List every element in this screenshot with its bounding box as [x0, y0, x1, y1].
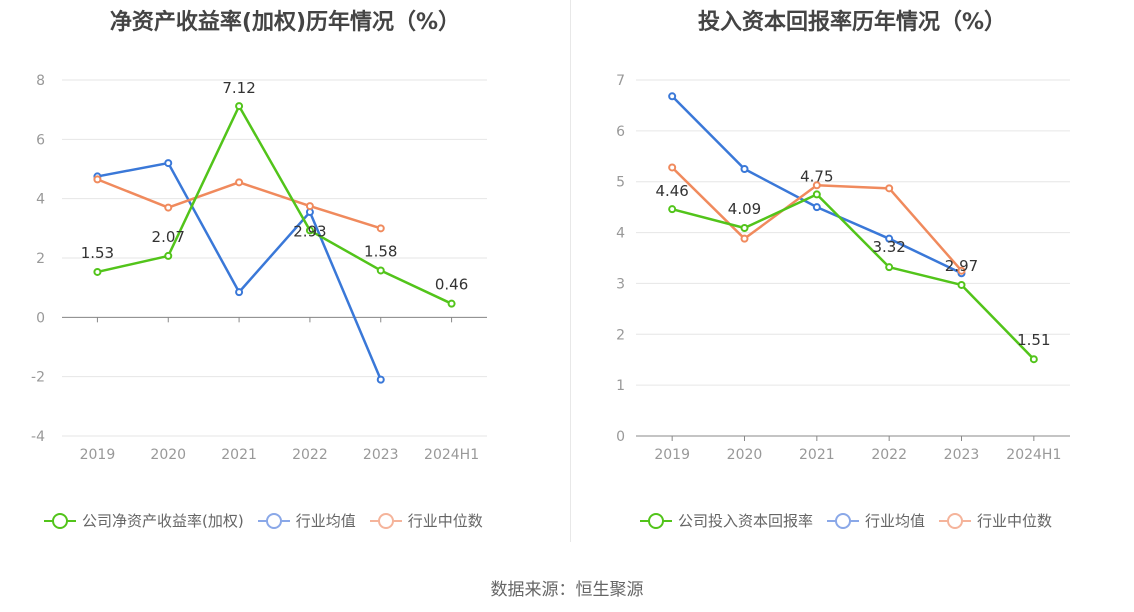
data-point-company[interactable] — [740, 223, 749, 232]
data-point-company[interactable] — [235, 102, 244, 111]
data-label: 4.75 — [800, 167, 833, 185]
x-tick-label: 2022 — [871, 447, 907, 463]
data-label: 2.97 — [945, 257, 978, 275]
x-tick-label: 2019 — [654, 447, 690, 463]
data-label: 7.12 — [222, 79, 255, 97]
legend-label: 行业中位数 — [977, 512, 1053, 530]
data-point-median[interactable] — [885, 184, 894, 193]
data-point-avg[interactable] — [376, 375, 385, 384]
data-point-avg[interactable] — [885, 234, 894, 243]
x-tick-label: 2021 — [799, 447, 835, 463]
y-tick-label: 4 — [616, 226, 625, 242]
data-point-median[interactable] — [305, 202, 314, 211]
data-point-company[interactable] — [93, 267, 102, 276]
data-label: 4.46 — [655, 182, 688, 200]
legend-roic: 公司投入资本回报率 行业均值 行业中位数 — [640, 510, 1052, 531]
legend-item-median[interactable]: 行业中位数 — [939, 510, 1052, 531]
data-label: 3.32 — [872, 238, 905, 256]
y-tick-label: 2 — [36, 251, 45, 267]
series-line-median — [96, 178, 382, 230]
x-tick-label: 2021 — [221, 447, 257, 463]
legend-line-circle-icon — [939, 512, 972, 529]
y-tick-label: 2 — [616, 327, 625, 343]
series-line-company — [97, 104, 453, 305]
x-tick-label: 2024H1 — [1006, 447, 1061, 463]
data-source: 数据来源：恒生聚源 — [490, 580, 644, 600]
chart-title-roic: 投入资本回报率历年情况（%） — [697, 10, 1007, 35]
legend-line-circle-icon — [257, 512, 290, 529]
legend-item-avg[interactable]: 行业均值 — [827, 510, 925, 531]
data-label: 0.46 — [435, 276, 468, 294]
legend-label: 行业中位数 — [407, 512, 483, 530]
legend-item-avg[interactable]: 行业均值 — [257, 510, 356, 531]
data-point-median[interactable] — [235, 178, 244, 187]
x-tick-label: 2019 — [80, 447, 116, 463]
data-point-company[interactable] — [885, 263, 894, 272]
y-tick-label: 4 — [36, 192, 45, 208]
y-tick-label: 0 — [36, 310, 45, 326]
roic-chart: 7 6 5 4 3 2 1 0 2019 2020 2021 2022 2023 2024H1 4.46 4.… — [616, 73, 1070, 463]
data-point-avg[interactable] — [668, 92, 677, 101]
data-point-median[interactable] — [812, 181, 821, 190]
y-tick-label: 5 — [616, 175, 625, 191]
legend-item-median[interactable]: 行业中位数 — [369, 510, 483, 531]
data-point-company[interactable] — [447, 299, 456, 308]
data-point-company[interactable] — [812, 190, 821, 199]
data-label: 1.51 — [1017, 331, 1050, 349]
legend-label: 行业均值 — [295, 512, 356, 530]
legend-label: 公司投入资本回报率 — [678, 512, 814, 530]
data-point-company[interactable] — [305, 226, 314, 235]
legend-line-circle-icon — [827, 512, 860, 529]
y-tick-label: -2 — [31, 370, 45, 386]
legend-line-circle-icon — [44, 512, 76, 529]
panel-divider — [570, 0, 571, 542]
x-tick-label: 2022 — [292, 447, 328, 463]
data-point-company[interactable] — [668, 205, 677, 214]
data-point-avg[interactable] — [812, 203, 821, 212]
data-point-median[interactable] — [376, 224, 385, 233]
y-tick-label: 0 — [616, 429, 625, 445]
y-tick-label: 1 — [616, 378, 625, 394]
legend-roe: 公司净资产收益率(加权) 行业均值 行业中位数 — [44, 510, 483, 531]
data-point-company[interactable] — [164, 251, 173, 260]
x-tick-label: 2023 — [363, 447, 399, 463]
legend-line-circle-icon — [640, 512, 672, 529]
x-tick-label: 2024H1 — [424, 447, 479, 463]
data-label: 1.53 — [81, 244, 114, 262]
y-tick-label: 6 — [616, 124, 625, 140]
series-line-company — [671, 193, 1035, 361]
data-label: 2.93 — [293, 222, 326, 240]
x-tick-label: 2020 — [150, 447, 186, 463]
y-tick-label: 3 — [616, 276, 625, 292]
data-label: 1.58 — [364, 242, 397, 260]
data-point-median[interactable] — [93, 175, 102, 184]
data-point-avg[interactable] — [164, 159, 173, 168]
data-point-median[interactable] — [740, 234, 749, 243]
y-tick-label: 7 — [616, 73, 625, 89]
data-point-avg[interactable] — [235, 288, 244, 297]
data-point-company[interactable] — [1029, 355, 1038, 364]
y-tick-label: -4 — [31, 429, 45, 445]
x-tick-label: 2020 — [727, 447, 763, 463]
chart-title-roe: 净资产收益率(加权)历年情况（%） — [109, 10, 461, 35]
data-point-median[interactable] — [957, 266, 966, 275]
y-tick-label: 6 — [36, 132, 45, 148]
roe-chart: 8 6 4 2 0 -2 -4 2019 2020 2021 2022 2023 2024H1 1.53 2… — [31, 73, 487, 463]
data-point-company[interactable] — [376, 266, 385, 275]
data-point-company[interactable] — [957, 280, 966, 289]
data-label: 2.07 — [152, 228, 185, 246]
legend-item-company[interactable]: 公司净资产收益率(加权) — [44, 510, 244, 531]
data-point-median[interactable] — [164, 203, 173, 212]
data-label: 4.09 — [728, 200, 761, 218]
legend-label: 公司净资产收益率(加权) — [82, 512, 244, 530]
data-point-median[interactable] — [668, 163, 677, 172]
y-tick-label: 8 — [36, 73, 45, 89]
x-tick-label: 2023 — [944, 447, 980, 463]
data-point-avg[interactable] — [740, 165, 749, 173]
legend-item-company[interactable]: 公司投入资本回报率 — [640, 510, 813, 531]
legend-line-circle-icon — [369, 512, 402, 529]
legend-label: 行业均值 — [865, 512, 926, 530]
